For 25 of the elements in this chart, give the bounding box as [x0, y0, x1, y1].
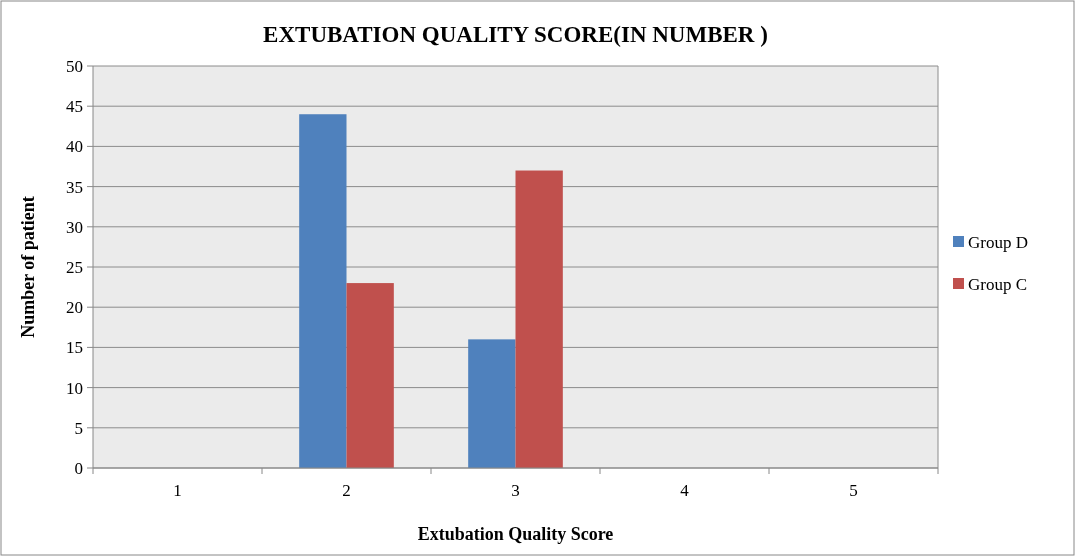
y-tick-label: 40: [66, 137, 83, 157]
legend-label: Group C: [968, 274, 1028, 294]
chart-title: EXTUBATION QUALITY SCORE(IN NUMBER ): [263, 22, 768, 47]
y-tick-label: 25: [66, 257, 83, 277]
y-tick-label: 0: [74, 458, 83, 478]
x-tick-label: 5: [849, 481, 858, 500]
y-tick-label: 20: [66, 298, 83, 318]
y-tick-label: 5: [74, 418, 83, 438]
x-tick-label: 1: [173, 481, 182, 500]
x-axis-title: Extubation Quality Score: [417, 524, 614, 544]
x-tick-label: 3: [511, 481, 520, 500]
y-tick-label: 10: [66, 378, 83, 398]
y-tick-label: 45: [66, 97, 83, 117]
y-tick-label: 30: [66, 217, 83, 237]
y-tick-label: 35: [66, 177, 83, 197]
x-tick-label: 4: [680, 481, 690, 500]
y-tick-label: 15: [66, 338, 83, 358]
y-tick-label: 50: [66, 56, 83, 76]
x-tick-label: 2: [342, 481, 351, 500]
bar: [299, 114, 347, 468]
y-axis-title: Number of patient: [18, 196, 38, 338]
bar: [468, 339, 516, 468]
legend-label: Group D: [968, 232, 1028, 252]
bar: [515, 170, 563, 468]
bar: [346, 283, 394, 468]
